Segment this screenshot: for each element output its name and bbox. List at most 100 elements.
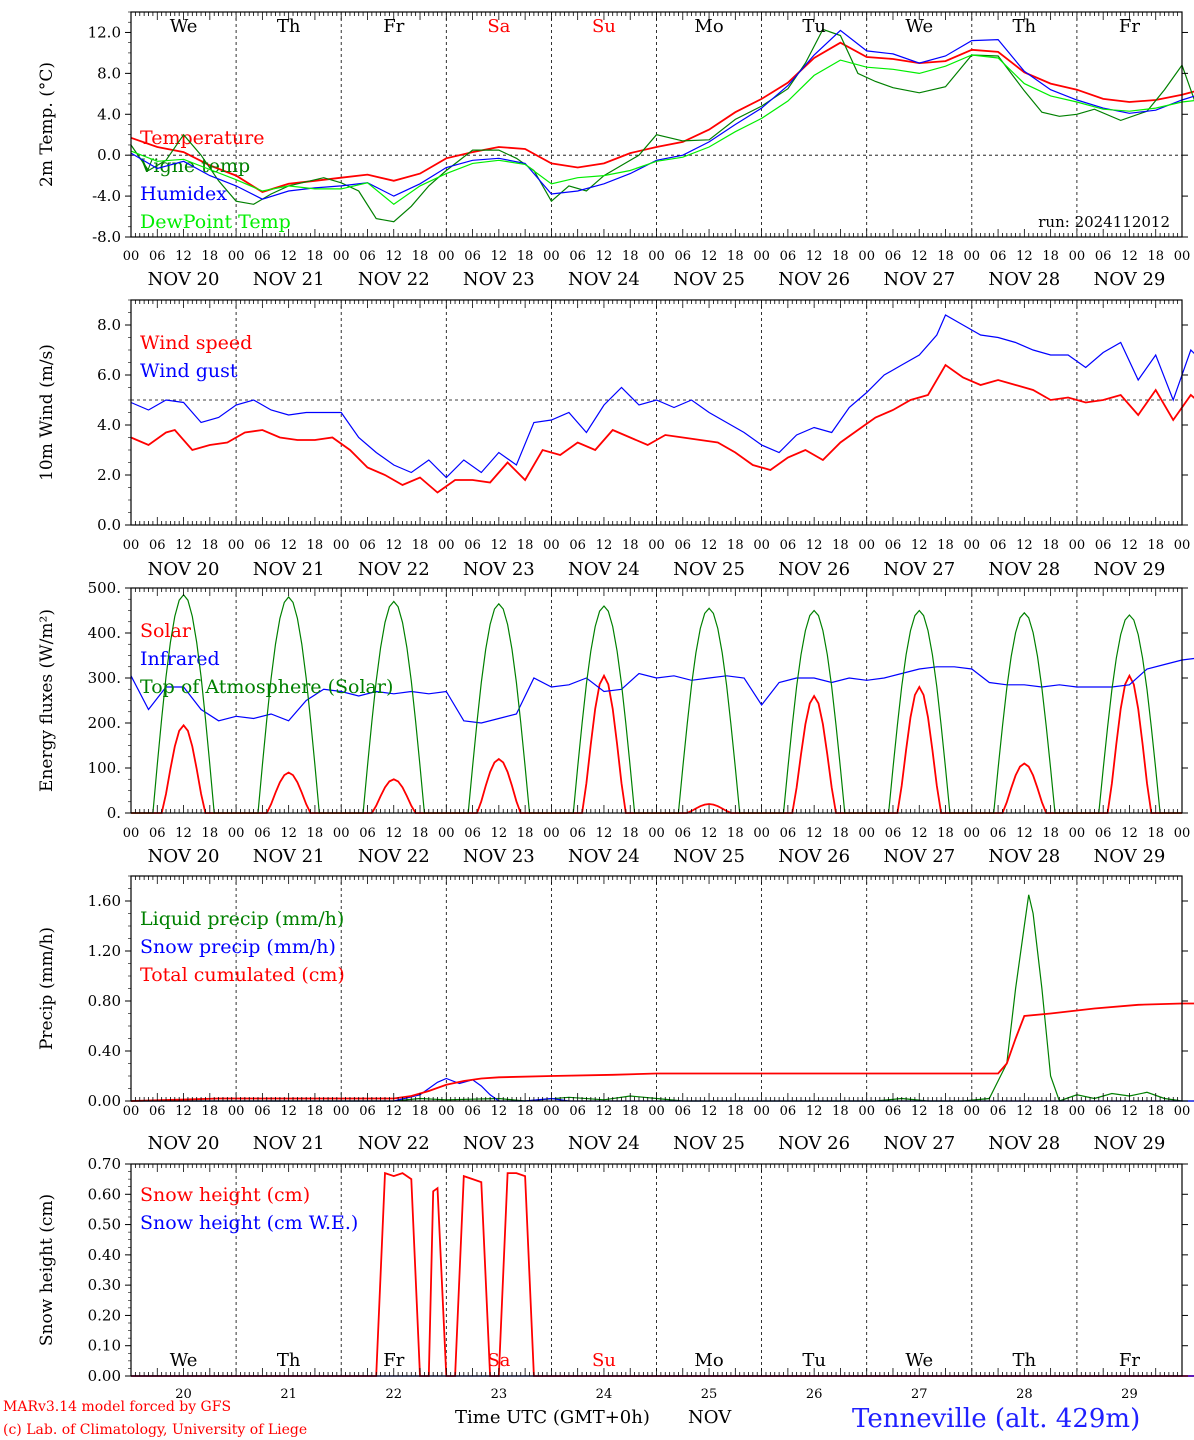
x-hour-label: 18 (1042, 249, 1059, 264)
x-hour-label: 00 (1174, 249, 1191, 264)
x-hour-label: 00 (438, 538, 455, 553)
x-hour-label: 12 (596, 826, 613, 841)
y-tick-label: -4.0 (92, 187, 121, 205)
x-hour-label: 12 (385, 826, 402, 841)
x-hour-label: 06 (675, 538, 692, 553)
x-hour-label: 00 (1174, 1104, 1191, 1119)
x-hour-label: 06 (464, 249, 481, 264)
x-day-number: 23 (491, 1387, 508, 1402)
x-hour-label: 06 (359, 538, 376, 553)
x-hour-label: 06 (885, 1104, 902, 1119)
x-date-label: NOV 20 (148, 559, 220, 580)
x-hour-label: 00 (438, 249, 455, 264)
x-hour-label: 18 (307, 826, 324, 841)
x-hour-label: 12 (911, 538, 928, 553)
y-tick-label: 400. (88, 624, 121, 642)
weekday-label: Tu (802, 16, 826, 37)
weekday-label: Th (1013, 1350, 1037, 1371)
x-hour-label: 18 (727, 249, 744, 264)
weekday-label: We (170, 1350, 198, 1371)
x-hour-label: 00 (964, 538, 981, 553)
weekday-label: We (905, 1350, 933, 1371)
x-hour-label: 18 (1147, 249, 1164, 264)
x-day-number: 26 (806, 1387, 823, 1402)
x-hour-label: 00 (858, 1104, 875, 1119)
x-hour-label: 06 (254, 538, 271, 553)
y-axis-label: Snow height (cm) (37, 1194, 57, 1346)
x-hour-label: 06 (990, 249, 1007, 264)
panel-flux: Solar Infrared Top of Atmosphere (Solar) 0.… (37, 579, 1194, 867)
x-date-label: NOV 27 (883, 269, 955, 290)
x-hour-label: 12 (1121, 249, 1138, 264)
x-hour-label: 06 (464, 538, 481, 553)
x-date-label: NOV 22 (358, 559, 430, 580)
weekday-label: Fr (1119, 16, 1140, 37)
y-tick-label: 1.60 (88, 892, 121, 910)
x-hour-label: 06 (990, 826, 1007, 841)
x-hour-label: 12 (491, 249, 508, 264)
x-hour-label: 00 (228, 1104, 245, 1119)
x-date-label: NOV 27 (883, 1133, 955, 1154)
weekday-label: Fr (383, 1350, 404, 1371)
x-hour-label: 06 (254, 249, 271, 264)
x-hour-label: 00 (964, 249, 981, 264)
y-tick-label: 0.40 (88, 1042, 121, 1060)
x-hour-label: 12 (1121, 538, 1138, 553)
x-date-label: NOV 24 (568, 1133, 640, 1154)
x-hour-label: 06 (1095, 1104, 1112, 1119)
x-hour-label: 00 (228, 249, 245, 264)
x-hour-label: 18 (622, 826, 639, 841)
x-hour-label: 12 (175, 826, 192, 841)
x-date-label: NOV 22 (358, 1133, 430, 1154)
x-hour-label: 00 (333, 826, 350, 841)
x-hour-label: 00 (123, 538, 140, 553)
legend-entry: Infrared (140, 648, 220, 670)
x-hour-label: 18 (727, 1104, 744, 1119)
x-hour-label: 00 (1174, 538, 1191, 553)
legend-entry: Vigne temp (139, 155, 250, 177)
y-tick-label: 0.70 (88, 1155, 121, 1173)
y-tick-label: 0.40 (88, 1246, 121, 1264)
x-hour-label: 00 (123, 249, 140, 264)
x-hour-label: 12 (701, 249, 718, 264)
x-date-label: NOV 28 (988, 269, 1060, 290)
y-tick-label: 8.0 (97, 64, 121, 82)
x-hour-label: 12 (911, 826, 928, 841)
x-hour-label: 12 (701, 538, 718, 553)
y-tick-label: 0.50 (88, 1216, 121, 1234)
y-axis-label: 2m Temp. (°C) (37, 62, 57, 187)
weekday-label: Su (592, 16, 616, 37)
series-line-temperature (130, 41, 1194, 193)
x-hour-label: 12 (806, 538, 823, 553)
y-tick-label: 0.0 (97, 146, 121, 164)
x-hour-label: 12 (385, 249, 402, 264)
x-date-label: NOV 22 (358, 846, 430, 867)
x-date-label: NOV 25 (673, 559, 745, 580)
x-date-label: NOV 26 (778, 559, 850, 580)
x-hour-label: 12 (1016, 249, 1033, 264)
y-tick-label: 500. (88, 579, 121, 597)
x-hour-label: 06 (464, 826, 481, 841)
x-hour-label: 00 (648, 1104, 665, 1119)
x-hour-label: 00 (648, 249, 665, 264)
x-hour-label: 00 (648, 538, 665, 553)
x-hour-label: 18 (307, 538, 324, 553)
y-tick-label: 100. (88, 759, 121, 777)
x-hour-label: 06 (569, 1104, 586, 1119)
legend-entry: Snow precip (mm/h) (140, 936, 336, 958)
x-hour-label: 00 (1069, 826, 1086, 841)
x-hour-label: 06 (990, 1104, 1007, 1119)
y-tick-label: 0.20 (88, 1306, 121, 1324)
x-hour-label: 18 (202, 538, 219, 553)
x-hour-label: 12 (385, 1104, 402, 1119)
x-hour-label: 00 (964, 826, 981, 841)
y-axis-label: Energy fluxes (W/m²) (37, 609, 57, 792)
legend-entry: Wind speed (140, 332, 252, 354)
legend-entry: Liquid precip (mm/h) (140, 908, 344, 930)
x-date-label: NOV 28 (988, 559, 1060, 580)
x-hour-label: 12 (1016, 826, 1033, 841)
y-tick-label: 12.0 (88, 23, 121, 41)
x-hour-label: 00 (753, 249, 770, 264)
x-hour-label: 18 (727, 826, 744, 841)
series-line-vigne-temp (130, 28, 1194, 223)
